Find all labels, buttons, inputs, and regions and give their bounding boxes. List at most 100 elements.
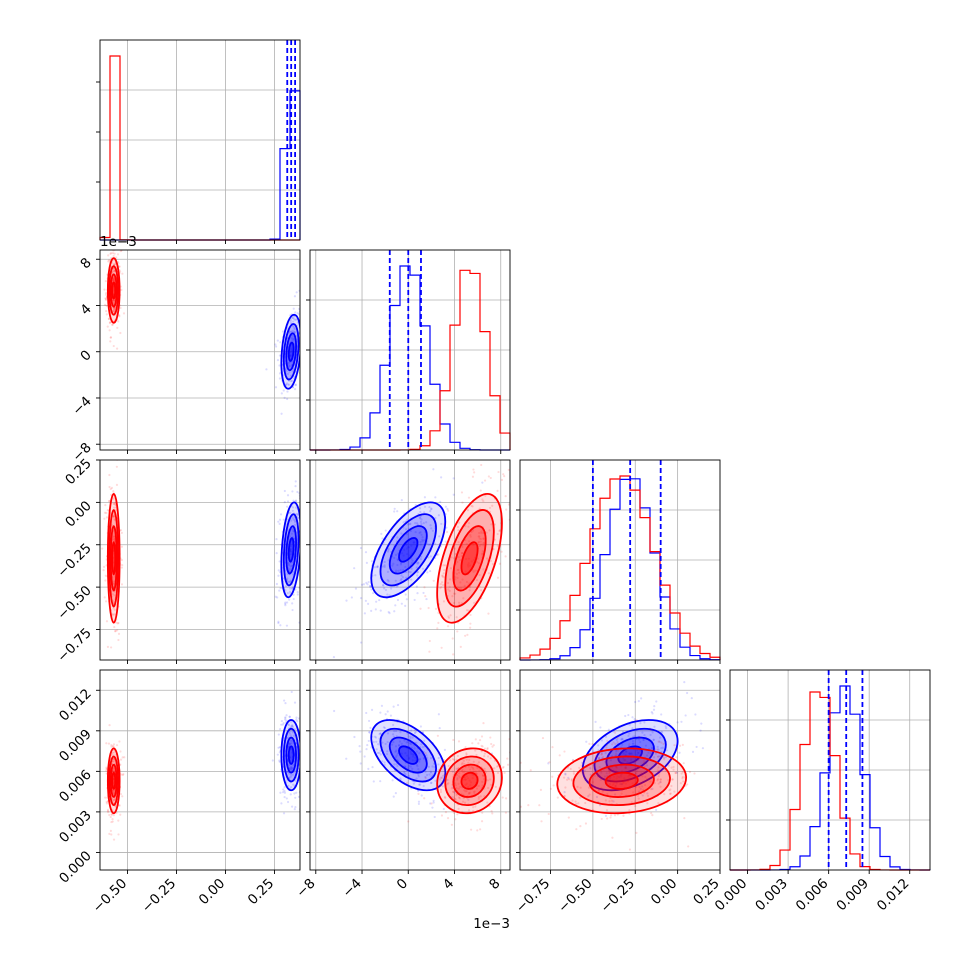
sample-point: [452, 790, 455, 793]
sample-point: [694, 713, 697, 716]
sample-point: [440, 646, 443, 649]
sample-point: [386, 750, 389, 753]
sample-point: [462, 597, 465, 600]
sample-point: [631, 742, 634, 745]
sample-point: [419, 558, 422, 561]
sample-point: [278, 589, 281, 592]
sample-point: [640, 697, 643, 700]
sample-point: [623, 759, 626, 762]
sample-point: [386, 570, 390, 573]
sample-point: [682, 780, 685, 783]
sample-point: [277, 746, 280, 749]
sample-point: [496, 532, 499, 536]
sample-point: [429, 771, 433, 774]
sample-point: [287, 383, 290, 386]
sample-point: [118, 740, 121, 743]
sample-point: [628, 848, 632, 851]
sample-point: [112, 607, 115, 610]
sample-point: [119, 758, 123, 761]
sample-point: [301, 742, 303, 744]
density-layer: [104, 690, 303, 841]
sample-point: [287, 662, 289, 664]
sample-point: [472, 790, 475, 794]
sample-point: [409, 765, 412, 768]
histogram-series-0: [519, 478, 721, 661]
sample-point: [390, 587, 393, 590]
sample-point: [635, 753, 639, 757]
sample-point: [112, 279, 115, 282]
sample-point: [395, 763, 398, 766]
sample-point: [293, 808, 296, 811]
sample-point: [429, 569, 432, 573]
sample-point: [471, 766, 474, 770]
sample-point: [418, 516, 421, 519]
sample-point: [295, 791, 298, 794]
sample-point: [659, 785, 662, 788]
sample-point: [464, 790, 467, 793]
sample-point: [600, 739, 604, 742]
sample-point: [642, 738, 645, 741]
sample-point: [656, 778, 660, 781]
sample-point: [477, 761, 481, 764]
sample-point: [661, 731, 664, 734]
sample-point: [600, 751, 603, 755]
sample-point: [413, 756, 417, 759]
sample-point: [467, 761, 470, 764]
sample-point: [539, 788, 543, 792]
sample-point: [481, 498, 484, 501]
sample-point: [383, 565, 386, 568]
sample-point: [283, 500, 286, 504]
sample-point: [490, 742, 493, 746]
sample-point: [283, 489, 286, 493]
sample-point: [636, 751, 640, 754]
y-tick-label: 4: [77, 301, 94, 318]
sample-point: [480, 744, 483, 747]
sample-point: [441, 574, 444, 577]
sample-point: [513, 808, 515, 810]
sample-point: [118, 314, 121, 317]
sample-point: [111, 251, 115, 255]
sample-point: [457, 740, 461, 743]
sample-point: [286, 500, 290, 503]
sample-point: [418, 783, 421, 786]
sample-point: [438, 543, 441, 546]
sample-point: [527, 804, 530, 807]
sample-point: [490, 810, 493, 813]
sample-point: [481, 550, 484, 553]
sample-point: [359, 546, 363, 550]
sample-point: [428, 505, 431, 509]
sample-point: [646, 794, 650, 797]
sample-point: [628, 809, 631, 812]
sample-point: [551, 746, 554, 749]
sample-point: [112, 254, 115, 258]
sample-point: [660, 746, 663, 750]
sample-point: [110, 486, 114, 489]
sample-point: [294, 779, 297, 782]
sample-point: [424, 770, 427, 773]
sample-point: [510, 608, 512, 610]
sample-point: [463, 801, 467, 804]
sample-point: [117, 320, 120, 323]
y-tick-label: 0: [77, 347, 94, 364]
sample-point: [307, 348, 309, 350]
sample-point: [461, 501, 464, 504]
sample-point: [384, 588, 388, 592]
sample-point: [287, 744, 290, 747]
sample-point: [289, 355, 292, 358]
sample-point: [688, 770, 691, 774]
sample-point: [436, 627, 439, 630]
sample-point: [475, 578, 479, 582]
sample-point: [468, 791, 471, 795]
sample-point: [447, 782, 450, 785]
x-tick-label: 0: [394, 876, 411, 893]
sample-point: [485, 531, 488, 534]
sample-point: [502, 473, 505, 476]
contour-level: [285, 332, 297, 372]
sample-point: [469, 626, 472, 629]
sample-point: [372, 591, 375, 595]
sample-point: [372, 740, 375, 744]
sample-point: [468, 758, 471, 762]
sample-point: [480, 735, 484, 738]
sample-point: [393, 763, 396, 766]
sample-point: [421, 540, 424, 543]
